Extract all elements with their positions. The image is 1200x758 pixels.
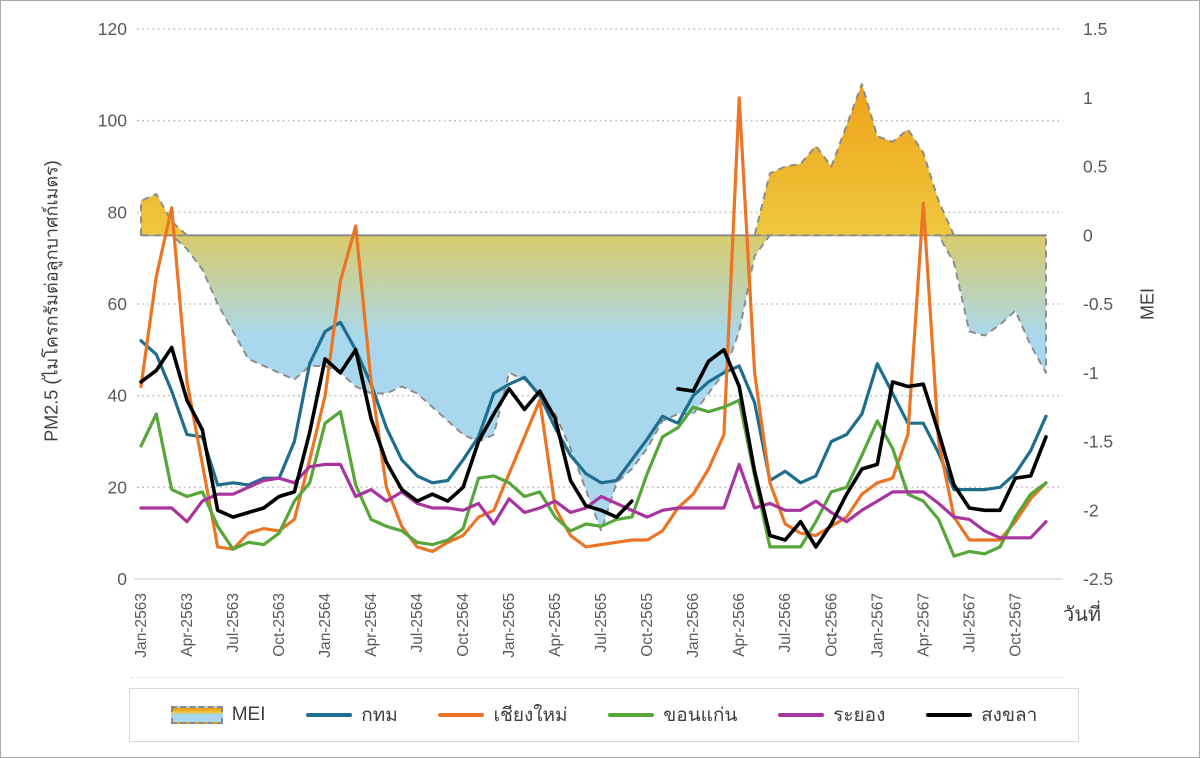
svg-text:0: 0 (117, 569, 127, 589)
svg-text:100: 100 (98, 111, 127, 131)
svg-text:-2.5: -2.5 (1083, 569, 1113, 589)
svg-text:Apr-2564: Apr-2564 (363, 593, 380, 657)
chart-bottom-divider (131, 677, 1063, 678)
legend-item-mei: MEI (170, 704, 266, 726)
svg-text:Apr-2567: Apr-2567 (915, 593, 932, 657)
legend-label-khonkaen: ขอนแก่น (663, 705, 738, 726)
svg-text:-1.5: -1.5 (1083, 432, 1113, 452)
svg-text:Apr-2566: Apr-2566 (731, 593, 748, 657)
svg-text:Jan-2567: Jan-2567 (869, 593, 886, 658)
svg-text:Jan-2564: Jan-2564 (317, 593, 334, 658)
svg-text:Jul-2566: Jul-2566 (777, 593, 794, 652)
svg-text:120: 120 (98, 19, 127, 39)
svg-text:0: 0 (1083, 225, 1093, 245)
svg-text:0.5: 0.5 (1083, 157, 1107, 177)
svg-text:-0.5: -0.5 (1083, 294, 1113, 314)
svg-text:60: 60 (108, 294, 128, 314)
svg-text:Oct-2567: Oct-2567 (1007, 593, 1024, 657)
legend-label-bangkok: กทม (361, 705, 398, 726)
legend-item-chiangmai: เชียงใหม่ (438, 700, 568, 730)
legend-label-chiangmai: เชียงใหม่ (493, 705, 568, 726)
svg-text:Oct-2564: Oct-2564 (455, 593, 472, 657)
legend-item-bangkok: กทม (306, 700, 398, 730)
svg-text:-2: -2 (1083, 500, 1099, 520)
svg-text:-1: -1 (1083, 363, 1099, 383)
svg-text:Jan-2566: Jan-2566 (685, 593, 702, 658)
y-left-axis-title: PM2.5 (ไมโครกรัมต่อลูกบาศก์เมตร) (41, 160, 62, 442)
svg-text:Apr-2563: Apr-2563 (179, 593, 196, 657)
legend-label-songkhla: สงขลา (981, 705, 1038, 726)
legend-label-mei: MEI (231, 704, 266, 725)
songkhla-line-swatch (926, 713, 973, 717)
svg-text:40: 40 (108, 386, 128, 406)
mei-area-swatch (170, 706, 223, 724)
svg-text:20: 20 (108, 477, 128, 497)
bangkok-line-swatch (306, 713, 353, 717)
svg-text:Oct-2565: Oct-2565 (639, 593, 656, 657)
svg-text:Apr-2565: Apr-2565 (547, 593, 564, 657)
y-right-axis-title: MEI (1137, 287, 1158, 321)
svg-text:Jan-2565: Jan-2565 (501, 593, 518, 658)
svg-text:Jan-2563: Jan-2563 (133, 593, 150, 658)
svg-text:1: 1 (1083, 88, 1093, 108)
legend-item-khonkaen: ขอนแก่น (608, 700, 737, 730)
svg-text:1.5: 1.5 (1083, 19, 1107, 39)
svg-text:Jul-2563: Jul-2563 (225, 593, 242, 652)
chiangmai-line-swatch (438, 713, 485, 717)
legend-item-rayong: ระยอง (778, 700, 885, 730)
svg-text:80: 80 (108, 202, 128, 222)
svg-text:Jul-2567: Jul-2567 (961, 593, 978, 652)
legend-label-rayong: ระยอง (833, 705, 886, 726)
svg-text:Oct-2566: Oct-2566 (823, 593, 840, 657)
svg-text:Oct-2563: Oct-2563 (271, 593, 288, 657)
rayong-line-swatch (778, 713, 825, 717)
x-axis-title: วันที่ (1063, 604, 1102, 626)
svg-text:Jul-2564: Jul-2564 (409, 593, 426, 653)
legend: MEI กทม เชียงใหม่ ขอนแก่น ระยอง สงขลา (129, 688, 1079, 742)
legend-item-songkhla: สงขลา (926, 700, 1037, 730)
khonkaen-line-swatch (608, 713, 655, 717)
svg-text:Jul-2565: Jul-2565 (593, 593, 610, 652)
